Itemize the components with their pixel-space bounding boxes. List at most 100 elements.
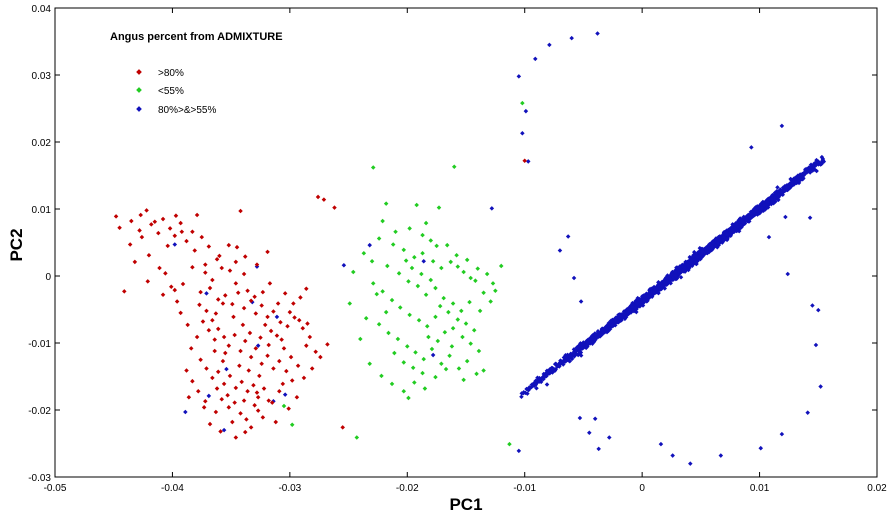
point-gt80 — [242, 254, 248, 259]
point-mid — [683, 259, 688, 265]
point-lt55 — [386, 330, 391, 336]
x-tick-label: -0.04 — [161, 483, 184, 494]
point-gt80 — [185, 322, 190, 328]
point-lt55 — [347, 301, 353, 306]
point-gt80 — [300, 325, 306, 331]
point-gt80 — [186, 395, 192, 400]
point-mid — [622, 311, 627, 316]
y-tick-label: 0.01 — [32, 205, 52, 216]
point-gt80 — [201, 405, 207, 410]
legend-label-lt55: <55% — [158, 86, 184, 97]
point-lt55 — [351, 269, 356, 275]
point-gt80 — [309, 366, 315, 371]
point-gt80 — [194, 334, 200, 340]
x-tick-label: -0.02 — [396, 483, 419, 494]
point-gt80 — [340, 425, 345, 430]
point-lt55 — [450, 325, 456, 331]
point-gt80 — [313, 349, 318, 354]
point-gt80 — [266, 342, 271, 348]
point-lt55 — [490, 281, 496, 286]
point-mid — [571, 351, 576, 356]
point-lt55 — [403, 258, 409, 263]
point-gt80 — [288, 354, 294, 360]
point-gt80 — [163, 271, 168, 276]
point-lt55 — [389, 381, 395, 387]
point-lt55 — [415, 283, 421, 289]
point-gt80 — [279, 337, 284, 342]
point-mid — [580, 341, 585, 347]
y-tick-label: 0 — [45, 272, 51, 283]
point-gt80 — [160, 292, 166, 298]
point-gt80 — [254, 262, 260, 267]
point-mid — [578, 299, 584, 304]
point-gt80 — [184, 368, 189, 373]
point-gt80 — [196, 388, 201, 394]
point-gt80 — [268, 328, 274, 334]
point-lt55 — [383, 201, 389, 206]
point-mid — [568, 354, 574, 360]
y-tick-label: -0.03 — [28, 473, 51, 484]
legend: Angus percent from ADMIXTURE >80% <55% 8… — [110, 31, 283, 116]
point-mid — [638, 300, 643, 306]
point-mid — [206, 393, 212, 399]
point-gt80 — [277, 388, 282, 394]
point-mid — [553, 361, 559, 367]
point-mid — [673, 269, 678, 275]
point-mid — [617, 313, 623, 318]
point-lt55 — [471, 328, 477, 333]
point-gt80 — [260, 289, 266, 295]
point-gt80 — [204, 308, 209, 314]
x-tick-label: -0.05 — [44, 483, 67, 494]
x-tick-label: 0 — [639, 483, 645, 494]
point-mid — [630, 304, 635, 310]
point-gt80 — [291, 301, 296, 306]
point-lt55 — [393, 229, 398, 235]
point-gt80 — [280, 381, 286, 387]
point-mid — [578, 347, 583, 353]
point-lt55 — [412, 254, 417, 260]
x-tick-label: 0.02 — [867, 483, 887, 494]
point-lt55 — [289, 422, 295, 428]
point-lt55 — [370, 281, 376, 286]
point-lt55 — [451, 164, 457, 170]
point-lt55 — [422, 386, 428, 391]
point-mid — [589, 339, 594, 345]
point-gt80 — [261, 386, 267, 391]
point-mid — [587, 430, 592, 436]
x-tick-label: -0.01 — [513, 483, 536, 494]
point-mid — [609, 318, 614, 324]
point-mid — [421, 258, 426, 264]
point-lt55 — [392, 350, 397, 356]
point-gt80 — [265, 353, 270, 358]
point-gt80 — [122, 289, 127, 294]
point-lt55 — [380, 218, 385, 224]
point-mid — [204, 291, 209, 296]
legend-label-gt80: >80% — [158, 68, 184, 79]
point-gt80 — [325, 342, 330, 347]
point-lt55 — [498, 263, 504, 269]
y-tick-label: -0.01 — [28, 339, 51, 350]
point-mid — [607, 326, 613, 332]
point-mid — [677, 264, 682, 270]
point-gt80 — [190, 265, 195, 270]
point-gt80 — [247, 330, 253, 336]
point-mid — [564, 353, 570, 359]
point-mid — [688, 461, 693, 466]
legend-marker-lt55 — [136, 87, 142, 93]
point-gt80 — [304, 343, 309, 348]
point-lt55 — [461, 269, 466, 275]
point-lt55 — [401, 247, 407, 253]
point-gt80 — [198, 357, 203, 363]
point-lt55 — [374, 291, 380, 297]
point-mid — [531, 381, 536, 386]
point-mid — [642, 294, 647, 299]
point-mid — [367, 242, 372, 248]
point-gt80 — [204, 366, 209, 371]
point-lt55 — [354, 435, 360, 440]
point-gt80 — [188, 346, 194, 351]
point-lt55 — [380, 289, 385, 294]
point-lt55 — [358, 336, 363, 342]
point-mid — [557, 361, 563, 366]
point-lt55 — [433, 314, 438, 320]
